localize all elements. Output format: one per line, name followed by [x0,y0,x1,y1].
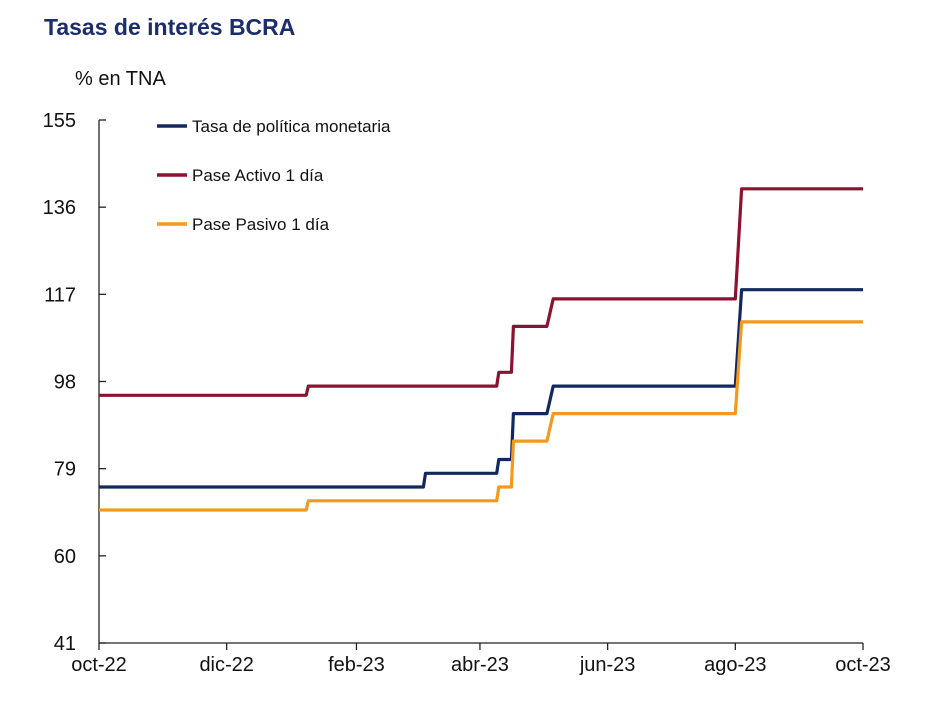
x-tick-label: abr-23 [451,654,509,676]
y-tick-label: 60 [54,546,76,568]
legend-label-1: Tasa de política monetaria [192,117,391,136]
x-tick-label: jun-23 [579,654,636,676]
x-tick-label: oct-23 [835,654,891,676]
chart-title: Tasas de interés BCRA [44,14,296,40]
y-tick-label: 79 [54,459,76,481]
y-axis-label: % en TNA [75,68,166,90]
y-tick-label: 136 [43,197,76,219]
x-tick-label: oct-22 [71,654,127,676]
x-tick-label: ago-23 [704,654,766,676]
legend-label-3: Pase Pasivo 1 día [192,215,330,234]
x-tick-label: dic-22 [199,654,253,676]
y-tick-label: 117 [44,284,76,306]
series-line-3 [99,320,863,512]
legend-label-2: Pase Activo 1 día [192,166,324,185]
series-line-1 [99,288,863,489]
y-tick-label: 155 [43,110,76,132]
y-tick-label: 98 [54,372,76,394]
y-tick-label: 41 [54,633,76,655]
x-tick-label: feb-23 [328,654,385,676]
series-line-2 [99,187,863,397]
